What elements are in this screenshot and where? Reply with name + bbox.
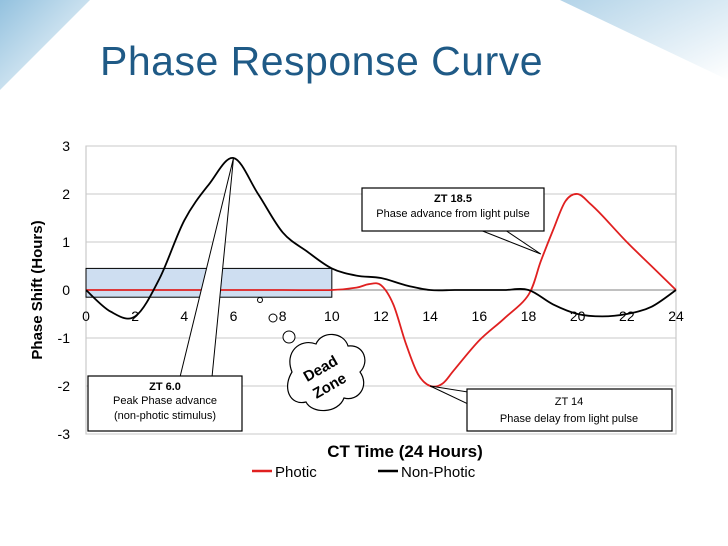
x-tick-label: 0: [82, 308, 90, 324]
thought-dot: [282, 330, 296, 344]
y-tick-label: -3: [58, 426, 71, 442]
corner-decoration-left: [0, 0, 90, 90]
x-tick-label: 16: [472, 308, 488, 324]
slide-title: Phase Response Curve: [100, 38, 544, 84]
x-tick-label: 6: [230, 308, 238, 324]
callout-zt-18-5: ZT 18.5 Phase advance from light pulse: [361, 187, 545, 255]
series-line-photic: [86, 193, 677, 388]
y-tick-label: 3: [62, 138, 70, 154]
dead-zone-bubble: Dead Zone: [257, 297, 366, 412]
legend-label-non-photic: Non-Photic: [401, 464, 476, 481]
callout-title: ZT 14: [555, 396, 584, 408]
y-tick-labels: 3 2 1 0 -1 -2 -3: [58, 138, 71, 442]
y-tick-label: 1: [62, 234, 70, 250]
y-axis-title: Phase Shift (Hours): [29, 220, 46, 359]
callout-zt-6: ZT 6.0 Peak Phase advance (non-photic st…: [87, 157, 243, 432]
x-tick-label: 22: [619, 308, 635, 324]
callout-pointer: [429, 385, 469, 405]
legend: Photic Non-Photic: [252, 464, 476, 481]
series-lines: [85, 157, 677, 388]
x-tick-label: 8: [279, 308, 287, 324]
x-tick-label: 12: [373, 308, 389, 324]
callout-subtext: (non-photic stimulus): [114, 410, 216, 422]
callout-title: ZT 6.0: [149, 381, 181, 393]
callout-box: [466, 388, 673, 432]
callout-text: Peak Phase advance: [113, 395, 217, 407]
callout-text: Phase delay from light pulse: [500, 413, 638, 425]
x-tick-label: 4: [180, 308, 188, 324]
x-axis-title: CT Time (24 Hours): [327, 442, 483, 461]
x-tick-label: 18: [521, 308, 537, 324]
thought-dot: [268, 313, 278, 323]
callout-title: ZT 18.5: [434, 193, 472, 205]
legend-label-photic: Photic: [275, 464, 317, 481]
x-tick-label: 24: [668, 308, 684, 324]
callout-text: Phase advance from light pulse: [376, 208, 529, 220]
y-tick-label: 2: [62, 186, 70, 202]
callout-zt-14: ZT 14 Phase delay from light pulse: [429, 385, 673, 432]
x-tick-label: 10: [324, 308, 340, 324]
callout-box: [87, 375, 243, 432]
thought-dot: [257, 297, 263, 303]
x-tick-label: 14: [422, 308, 438, 324]
series-line-non-photic: [85, 157, 677, 320]
y-tick-label: -1: [58, 330, 71, 346]
corner-decoration-right: [560, 0, 728, 80]
callout-pointer: [179, 157, 234, 378]
y-tick-label: 0: [62, 282, 70, 298]
thought-cloud: [287, 333, 366, 412]
y-tick-label: -2: [58, 378, 71, 394]
callout-box: [361, 187, 545, 232]
